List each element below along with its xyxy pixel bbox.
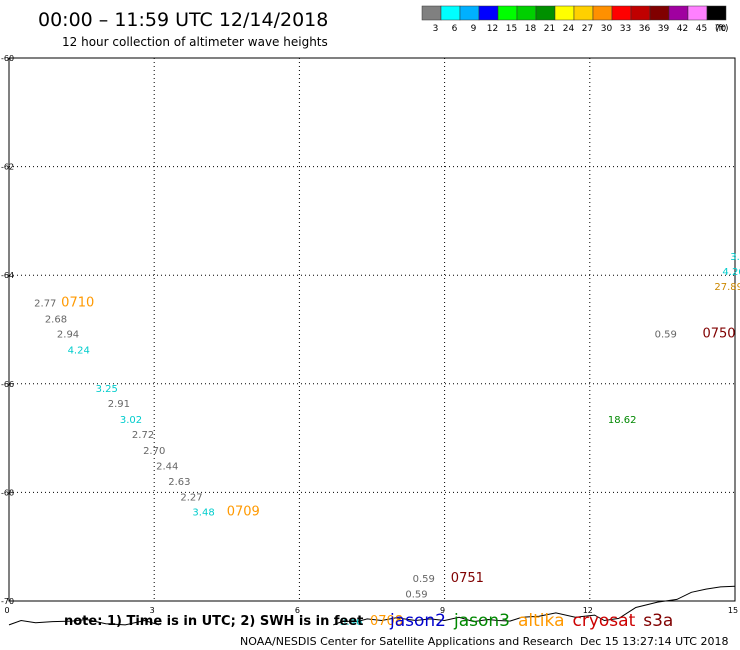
color-scale-swatch [554, 5, 575, 21]
coastline [8, 585, 736, 626]
color-scale-swatch [478, 5, 499, 21]
satellite-legend-altika: altika [518, 611, 565, 631]
wave-height-label: 4.26 [722, 267, 740, 278]
wave-height-label: 2.72 [132, 430, 154, 441]
color-scale-label: 39 [658, 24, 670, 34]
color-scale-swatch [649, 5, 670, 21]
color-scale-label: 33 [620, 24, 631, 34]
color-scale-label: 18 [525, 24, 537, 34]
plot-gridlines [9, 58, 735, 601]
y-tick-label: -68 [1, 488, 14, 497]
footer-timestamp: Dec 15 13:27:14 UTC 2018 [580, 635, 728, 648]
y-tick-label: -70 [1, 597, 14, 606]
wave-height-label: 2.77 [34, 299, 56, 310]
wave-height-label: 27.89 [714, 282, 740, 293]
wave-height-label: 3. [730, 252, 740, 263]
color-scale-swatch [535, 5, 556, 21]
wave-height-label: 2.63 [168, 477, 190, 488]
wave-height-label: 3.46 [340, 617, 362, 628]
pass-time-label: 0751 [451, 571, 484, 586]
color-scale-legend: 3 6 9 12 15 18 21 24 27 30 33 36 39 42 45 70 [421, 5, 727, 34]
color-scale-label: 45 [696, 24, 707, 34]
satellite-legend: jason2 jason3 altika cryosat s3a [389, 611, 673, 631]
pass-time-label: 0710 [61, 296, 94, 311]
color-scale-swatch [592, 5, 613, 21]
color-scale-swatch [421, 5, 442, 21]
y-axis-tick-labels: -60 -62 -64 -66 -68 -70 [1, 54, 14, 606]
color-scale-label: 70 [715, 24, 727, 34]
color-scale-swatch [497, 5, 518, 21]
color-scale-label: 12 [487, 24, 498, 34]
footer-note: note: 1) Time is in UTC; 2) SWH is in fe… [64, 614, 363, 629]
wave-height-label: 2.91 [108, 399, 130, 410]
wave-height-label: 2.27 [180, 493, 202, 504]
y-tick-label: -66 [1, 380, 14, 389]
color-scale-label: 27 [582, 24, 593, 34]
wave-height-label: 2.44 [156, 462, 178, 473]
wave-height-label: 0.59 [405, 590, 427, 601]
wave-height-label: 0.59 [413, 574, 435, 585]
x-tick-label: 3 [150, 606, 155, 615]
wave-height-label: 4.24 [68, 345, 90, 356]
wave-height-label: 2.94 [57, 330, 79, 341]
color-scale-swatch [668, 5, 689, 21]
wave-height-label: 0.59 [655, 330, 677, 341]
pass-time-label: 0708 [370, 614, 403, 629]
plot-frame [8, 57, 736, 602]
chart-title: 00:00 – 11:59 UTC 12/14/2018 [38, 9, 328, 31]
color-scale-label: 36 [639, 24, 651, 34]
satellite-legend-cryosat: cryosat [573, 611, 636, 631]
color-scale-unit: (ft) [715, 24, 729, 34]
coastline-segment [509, 585, 736, 622]
color-scale-swatch [440, 5, 461, 21]
satellite-legend-jason3: jason3 [453, 611, 510, 631]
color-scale-label: 6 [452, 24, 458, 34]
color-scale-label: 24 [563, 24, 575, 34]
x-axis-tick-labels: 0 3 6 9 12 15 [4, 606, 738, 615]
footer-credit: NOAA/NESDIS Center for Satellite Applica… [240, 635, 573, 648]
satellite-legend-jason2: jason2 [389, 611, 446, 631]
satellite-legend-s3a: s3a [643, 611, 673, 631]
color-scale-swatch [573, 5, 594, 21]
color-scale-label: 21 [544, 24, 555, 34]
color-scale-swatch [630, 5, 651, 21]
color-scale-swatch [459, 5, 480, 21]
pass-time-label: 0750 [702, 327, 735, 342]
chart-subtitle: 12 hour collection of altimeter wave hei… [62, 35, 328, 49]
x-tick-label: 12 [583, 606, 593, 615]
y-tick-label: -60 [1, 54, 14, 63]
color-scale-swatch [611, 5, 632, 21]
color-scale-label: 15 [506, 24, 517, 34]
wave-height-label: 3.02 [120, 415, 142, 426]
color-scale-swatch [516, 5, 537, 21]
color-scale-swatch [706, 5, 727, 21]
color-scale-label: 3 [433, 24, 439, 34]
coastline-segment [8, 618, 160, 626]
coastline-segment [333, 616, 510, 626]
wave-height-label: 2.68 [45, 314, 67, 325]
color-scale-label: 9 [471, 24, 477, 34]
y-tick-label: -62 [1, 163, 14, 172]
color-scale-swatch [687, 5, 708, 21]
x-tick-label: 6 [295, 606, 300, 615]
y-tick-label: -64 [1, 271, 14, 280]
wave-height-labels: 2.77 2.68 2.94 4.24 3.25 2.91 3.02 2.72 2.70 2.44… [34, 252, 740, 628]
pass-time-labels: 0710 0709 0708 0751 0750 [61, 296, 735, 629]
x-tick-label: 0 [4, 606, 9, 615]
color-scale-label: 42 [677, 24, 688, 34]
color-scale-label: 30 [601, 24, 613, 34]
wave-height-label: 3.25 [96, 384, 118, 395]
pass-time-label: 0709 [227, 505, 260, 520]
wave-height-label: 3.48 [192, 508, 214, 519]
wave-height-label: 18.62 [608, 415, 637, 426]
x-tick-label: 9 [440, 606, 445, 615]
wave-height-label: 2.70 [143, 446, 165, 457]
x-tick-label: 15 [728, 606, 738, 615]
